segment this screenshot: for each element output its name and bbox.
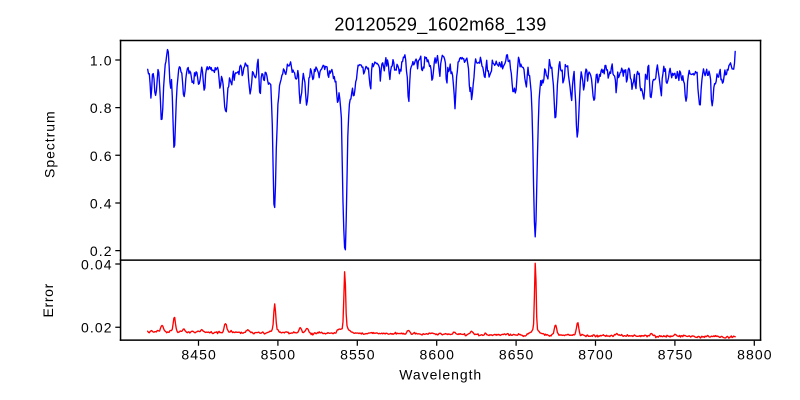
svg-text:8800: 8800	[737, 347, 773, 363]
svg-text:8500: 8500	[261, 347, 297, 363]
svg-text:0.02: 0.02	[81, 320, 113, 336]
svg-text:8600: 8600	[420, 347, 456, 363]
svg-text:1.0: 1.0	[90, 53, 113, 69]
svg-text:0.6: 0.6	[90, 148, 113, 164]
svg-text:Wavelength: Wavelength	[399, 367, 482, 383]
svg-text:8700: 8700	[578, 347, 614, 363]
svg-text:0.2: 0.2	[90, 243, 113, 259]
svg-text:0.8: 0.8	[90, 100, 113, 116]
svg-text:Error: Error	[40, 283, 56, 317]
svg-text:8450: 8450	[181, 347, 217, 363]
svg-text:8650: 8650	[499, 347, 535, 363]
svg-text:0.04: 0.04	[81, 257, 113, 273]
svg-text:8750: 8750	[658, 347, 694, 363]
svg-text:20120529_1602m68_139: 20120529_1602m68_139	[334, 14, 546, 35]
svg-text:0.4: 0.4	[90, 195, 113, 211]
svg-text:8550: 8550	[340, 347, 376, 363]
svg-text:Spectrum: Spectrum	[42, 110, 58, 178]
